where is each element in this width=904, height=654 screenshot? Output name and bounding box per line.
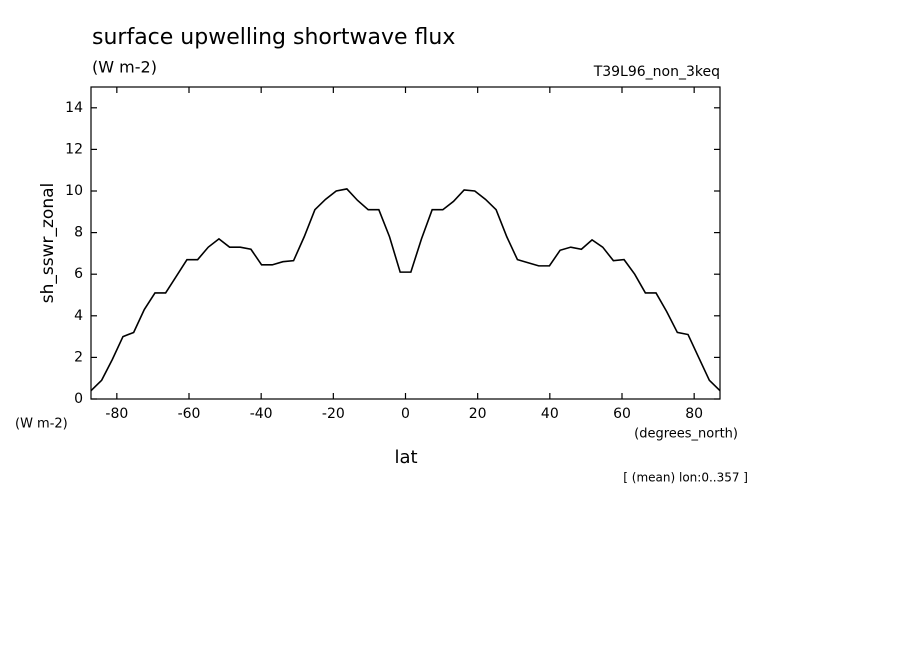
plot-frame bbox=[90, 86, 721, 400]
x-tick-label: 40 bbox=[541, 406, 559, 422]
x-axis-label: lat bbox=[394, 447, 417, 468]
chart-title: surface upwelling shortwave flux bbox=[92, 25, 455, 50]
x-tick-label: 20 bbox=[469, 406, 487, 422]
x-tick-label: 60 bbox=[613, 406, 631, 422]
y-tick-label: 0 bbox=[74, 391, 83, 407]
y-tick-label: 12 bbox=[65, 141, 83, 157]
x-tick-label: -40 bbox=[250, 406, 273, 422]
subtitle: (W m-2) bbox=[92, 58, 157, 77]
y-tick-label: 10 bbox=[65, 183, 83, 199]
y-units: (W m-2) bbox=[15, 417, 68, 432]
experiment: T39L96_non_3keq bbox=[593, 64, 720, 80]
y-tick-label: 8 bbox=[74, 225, 83, 241]
x-tick-label: -60 bbox=[178, 406, 201, 422]
y-tick-label: 2 bbox=[74, 349, 83, 365]
x-tick-label: 0 bbox=[401, 406, 410, 422]
y-axis-label: sh_sswr_zonal bbox=[38, 183, 58, 303]
x-tick-label: -20 bbox=[322, 406, 345, 422]
x-tick-label: -80 bbox=[105, 406, 128, 422]
y-tick-label: 4 bbox=[74, 308, 83, 324]
x-units: (degrees_north) bbox=[634, 427, 738, 442]
y-tick-label: 14 bbox=[65, 100, 83, 116]
data-line bbox=[90, 188, 721, 392]
x-tick-label: 80 bbox=[685, 406, 703, 422]
y-tick-label: 6 bbox=[74, 266, 83, 282]
note: [ (mean) lon:0..357 ] bbox=[623, 471, 748, 485]
